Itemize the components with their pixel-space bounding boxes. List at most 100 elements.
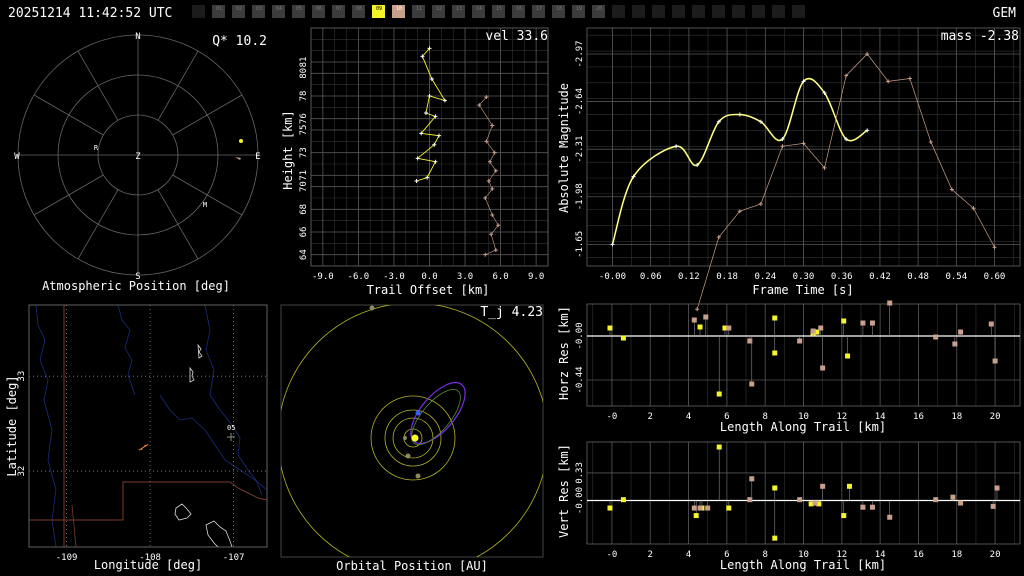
trail-point (429, 77, 434, 81)
x-tick-label: 16 (913, 412, 924, 422)
x-tick-label: -3.0 (383, 272, 405, 282)
polar-spoke (172, 174, 243, 216)
residual-point-yellow (607, 505, 613, 511)
residual-point-yellow (846, 483, 852, 489)
polar-spoke (172, 94, 243, 136)
x-tick-label: -108 (139, 553, 161, 563)
station-slot-label: 10 (396, 6, 402, 12)
station-slot-label: 20 (596, 6, 602, 12)
trail-point (493, 248, 498, 253)
station-slot (452, 5, 465, 18)
ground-track-point (144, 444, 146, 447)
magnitude-point (971, 206, 976, 211)
magnitude-point (886, 79, 891, 84)
x-tick-label: 14 (875, 412, 886, 422)
x-tick-label: 8 (762, 550, 767, 560)
residual-point-tan (747, 497, 753, 503)
map-panel: -109 -108 -107 32 33 05 Longitude [deg] Lati… (5, 304, 268, 572)
magnitude-xlabel: Frame Time [s] (752, 283, 853, 297)
trail-point (432, 142, 437, 147)
station-slot-label: 01 (216, 6, 222, 12)
residual-point-tan (726, 325, 732, 331)
station-marker-icon (227, 433, 235, 441)
x-tick-label: 4 (686, 412, 691, 422)
station-slot (432, 5, 445, 18)
x-tick-label: -109 (56, 553, 78, 563)
x-tick-label: 10 (798, 412, 809, 422)
residual-point-yellow (814, 329, 820, 335)
station-slot (592, 5, 605, 18)
x-tick-label: 14 (875, 550, 886, 560)
x-tick-label: 6 (724, 550, 729, 560)
orbit-panel: T_j 4.23 Orbital Position [AU] (280, 304, 544, 573)
compass-east: E (255, 152, 260, 162)
sun-icon (411, 434, 419, 442)
orbit-diagram (281, 305, 543, 557)
residual-point-tan (820, 365, 826, 371)
marker-m: M (203, 201, 207, 209)
trail-point (490, 213, 495, 217)
planet-earth-icon (405, 453, 411, 459)
horz-res-panel: -0 2 4 6 8 10 12 14 16 18 20 -0.44 -0.00 Length Alon… (557, 300, 1021, 434)
orbit-earth (384, 409, 442, 467)
magnitude-point (865, 128, 870, 133)
x-tick-label: 0.0 (421, 272, 437, 282)
magnitude-point (737, 112, 742, 117)
station-status-bar: 01 02 03 04 05 06 07 08 09 10 11 12 13 14 15 16 17 18 19 20 (192, 5, 805, 18)
station-slot (652, 5, 665, 18)
magnitude-point (822, 90, 827, 95)
station-slot (352, 5, 365, 18)
plot-frame (586, 27, 1021, 267)
magnitude-point (695, 307, 700, 312)
map-chart: -109 -108 -107 32 33 (17, 304, 268, 563)
orbit-frame (280, 304, 544, 558)
station-slot (512, 5, 525, 18)
residual-point-yellow (845, 353, 851, 359)
y-tick-label: 0.33 (575, 462, 585, 484)
x-tick-label: 20 (990, 412, 1001, 422)
residual-point-yellow (620, 497, 626, 503)
residual-point-tan (691, 317, 697, 323)
border-south (29, 481, 267, 521)
magnitude-point (780, 144, 785, 149)
trail-point (484, 139, 489, 144)
trail-point (436, 133, 441, 138)
station-slot-label: 16 (516, 6, 522, 12)
station-slot-label: 07 (336, 6, 342, 12)
residual-point-tan (812, 500, 818, 506)
residual-point-yellow (693, 513, 699, 519)
station-slot (612, 5, 625, 18)
station-slot (672, 5, 685, 18)
x-tick-label: -107 (223, 553, 245, 563)
station-slot-label: 19 (576, 6, 582, 12)
x-tick-label: -0 (606, 550, 617, 560)
magnitude-point (844, 73, 849, 78)
trail-point (427, 46, 432, 51)
horz-ylabel: Horz Res [km] (557, 306, 571, 400)
station-slot (792, 5, 805, 18)
magnitude-panel: -0.00 0.06 0.12 0.18 0.24 0.30 0.36 0.42 0.48 0.5… (557, 27, 1021, 312)
station-slot (472, 5, 485, 18)
y-tick-label: -2.31 (575, 136, 585, 163)
x-tick-label: 0.36 (831, 272, 853, 282)
timestamp: 20251214 11:42:52 UTC (8, 6, 172, 21)
atmospheric-panel: N S E W Z R M Q* 10.2 Atmospheric Positi… (14, 32, 267, 293)
magnitude-point (907, 76, 912, 81)
x-tick-label: 20 (990, 550, 1001, 560)
x-tick-label: 2 (648, 412, 653, 422)
polar-spoke (77, 189, 119, 260)
x-tick-label: 0.54 (945, 272, 967, 282)
vert-xlabel: Length Along Trail [km] (720, 558, 886, 572)
residual-point-tan (958, 329, 964, 335)
y-tick-label: 66 (299, 227, 309, 238)
trail-point (484, 95, 489, 100)
y-tick-label: -0.44 (575, 366, 585, 393)
lake-southeast (205, 520, 233, 547)
magnitude-point (822, 165, 827, 170)
station-slot (372, 5, 385, 18)
y-tick-label: -1.98 (575, 183, 585, 210)
y-tick-label: 32 (17, 466, 27, 477)
x-tick-label: 16 (913, 550, 924, 560)
orbit-venus (392, 417, 434, 459)
